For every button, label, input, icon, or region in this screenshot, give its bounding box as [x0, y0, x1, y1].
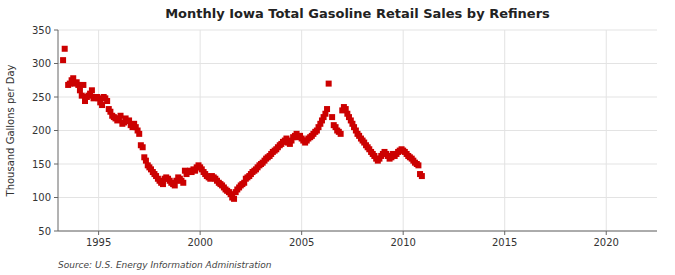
y-tick	[54, 164, 58, 165]
x-tick	[403, 231, 404, 235]
x-tick	[200, 231, 201, 235]
y-tick	[54, 231, 58, 232]
grid-line	[606, 30, 607, 231]
source-note: Source: U.S. Energy Information Administ…	[58, 260, 272, 270]
grid-line	[200, 30, 201, 231]
points	[60, 46, 425, 202]
grid-line	[58, 231, 657, 232]
grid-line	[98, 30, 99, 231]
point	[80, 82, 86, 88]
x-tick-label: 1995	[86, 237, 111, 248]
point	[136, 131, 142, 137]
x-tick-label: 2005	[289, 237, 314, 248]
y-tick-label: 50	[38, 226, 51, 237]
point	[326, 81, 332, 87]
point	[324, 106, 330, 112]
title: Monthly Iowa Total Gasoline Retail Sales…	[165, 6, 550, 21]
x-tick	[98, 231, 99, 235]
y-tick-label: 350	[32, 25, 51, 36]
grid-line	[301, 30, 302, 231]
x-tick	[606, 231, 607, 235]
grid	[58, 30, 657, 231]
y-tick-label: 100	[32, 192, 51, 203]
y-tick	[54, 97, 58, 98]
y-tick-label: 300	[32, 58, 51, 69]
y-tick	[54, 63, 58, 64]
point	[415, 162, 421, 168]
point	[89, 87, 95, 93]
axes: 1995 2000 2005 2010 2015 2020 50 100 150 200 250 30…	[32, 25, 619, 249]
point	[77, 87, 83, 93]
point	[329, 114, 335, 120]
chart-container: 1995 2000 2005 2010 2015 2020 50 100 150 200 250 30…	[0, 0, 675, 275]
grid-line	[58, 63, 657, 64]
point	[338, 131, 344, 137]
y-axis-label: Thousand Gallons per Day	[5, 64, 16, 197]
grid-line	[504, 30, 505, 231]
grid-line	[58, 30, 657, 31]
y-tick	[54, 197, 58, 198]
y-tick-label: 200	[32, 125, 51, 136]
x-tick-label: 2000	[187, 237, 212, 248]
y-tick	[54, 130, 58, 131]
x-tick-label: 2020	[594, 237, 619, 248]
point	[419, 173, 425, 179]
point	[60, 57, 66, 63]
point	[160, 181, 166, 187]
x-tick-label: 2010	[390, 237, 415, 248]
x-axis-line	[58, 231, 657, 232]
y-tick-label: 250	[32, 92, 51, 103]
x-tick-label: 2015	[492, 237, 517, 248]
grid-line	[403, 30, 404, 231]
point	[104, 98, 110, 104]
point	[62, 46, 68, 52]
chart: 1995 2000 2005 2010 2015 2020 50 100 150 200 250 30…	[0, 0, 675, 275]
point	[231, 196, 237, 202]
x-tick	[504, 231, 505, 235]
y-tick-label: 150	[32, 159, 51, 170]
grid-line	[58, 97, 657, 98]
point	[140, 144, 146, 150]
grid-line	[58, 197, 657, 198]
point	[180, 180, 186, 186]
x-tick	[301, 231, 302, 235]
y-tick	[54, 30, 58, 31]
